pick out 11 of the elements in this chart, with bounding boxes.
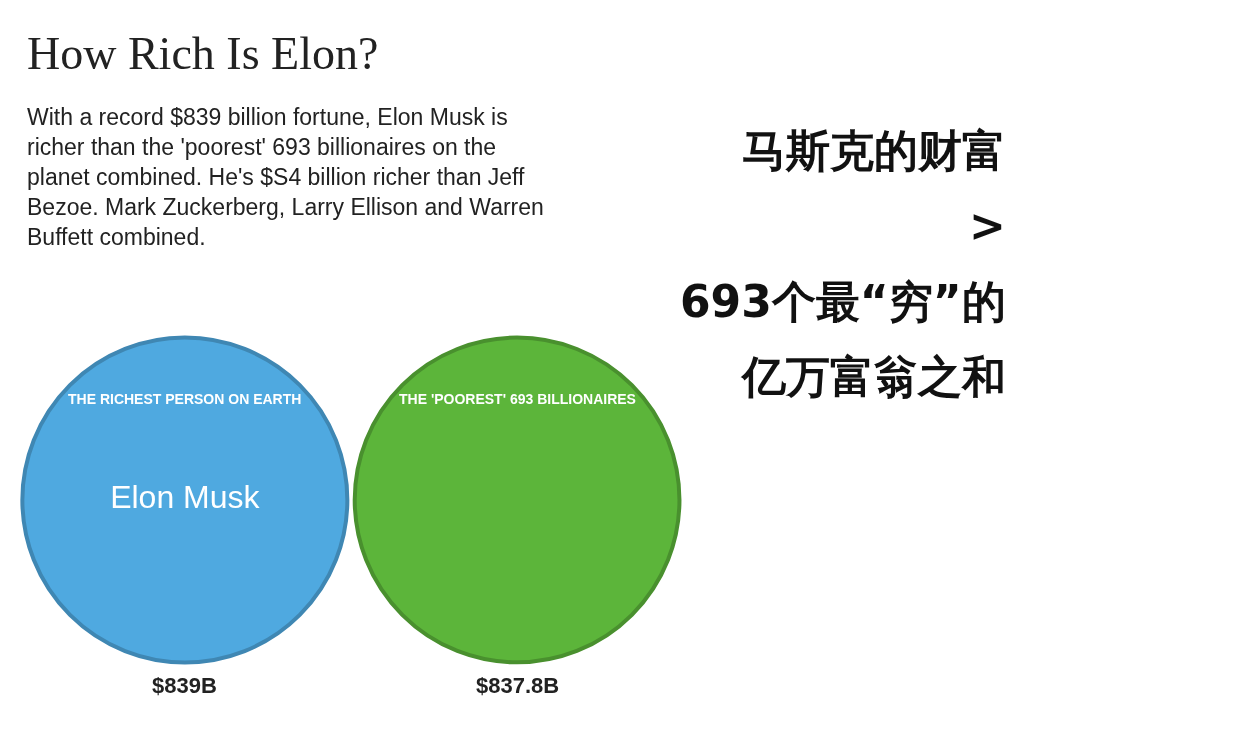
text: How Rich Is Elon? — [27, 28, 379, 79]
text: 693个最“穷”的 — [680, 276, 1006, 327]
text: 亿万富翁之和 — [740, 351, 1006, 402]
text: 马斯克的财富 — [742, 125, 1006, 176]
text: > — [969, 200, 1006, 251]
text: THE RICHEST PERSON ON EARTH — [68, 391, 302, 407]
data-label: $839B — [152, 673, 217, 698]
data-label: $837.8B — [476, 673, 560, 698]
text: With a record $839 billion fortune, Elon Musk is richer than the 'poorest' 693 billionaires on the planet combined. He's $S4 billion richer than Jeff Bezoe. Mark Zuckerberg, Larry Ellison and Warren Buffett combined. — [27, 104, 544, 250]
category-label: Elon Musk — [110, 478, 261, 515]
text: THE 'POOREST' 693 BILLIONAIRES — [399, 391, 636, 407]
